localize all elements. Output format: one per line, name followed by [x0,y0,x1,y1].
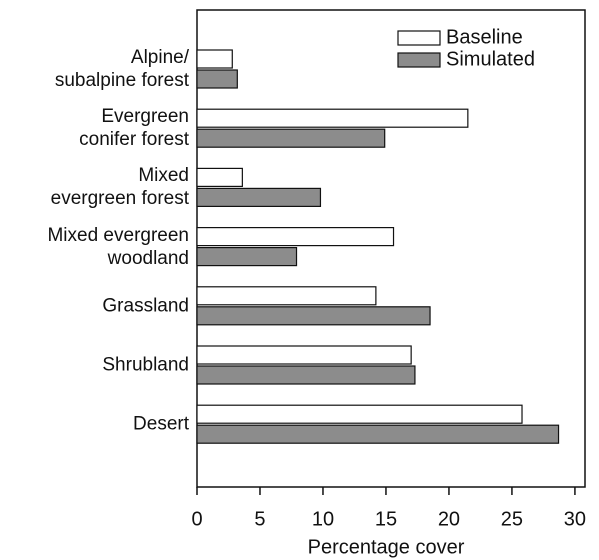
x-tick-label: 0 [191,508,202,530]
legend-label: Simulated [446,48,535,70]
x-tick-label: 25 [501,508,523,530]
bar [196,167,243,187]
bar [196,286,377,306]
category-label: Mixed evergreen forest [50,165,189,210]
bar [196,247,298,267]
x-tick-label: 5 [254,508,265,530]
x-tick-label: 15 [375,508,397,530]
x-axis-title: Percentage cover [308,536,465,558]
x-tick-label: 10 [312,508,334,530]
bar [196,187,322,207]
category-label: Shrubland [102,354,189,376]
category-label: Desert [133,413,189,435]
bar [196,424,560,444]
category-label: Mixed evergreen woodland [47,224,189,269]
bar [196,108,469,128]
bar [196,227,395,247]
category-label: Grassland [102,295,189,317]
legend-swatch [397,52,441,68]
x-tick-label: 20 [438,508,460,530]
bar [196,49,233,69]
category-label: Alpine/ subalpine forest [54,47,189,91]
bar [196,404,523,424]
bar [196,345,412,365]
bar [196,69,238,89]
legend-label: Baseline [446,26,523,48]
category-label: Evergreen conifer forest [79,106,189,151]
bar [196,306,431,326]
legend-swatch [397,30,441,46]
bar [196,128,386,148]
x-tick-label: 30 [564,508,586,530]
bar [196,365,416,385]
